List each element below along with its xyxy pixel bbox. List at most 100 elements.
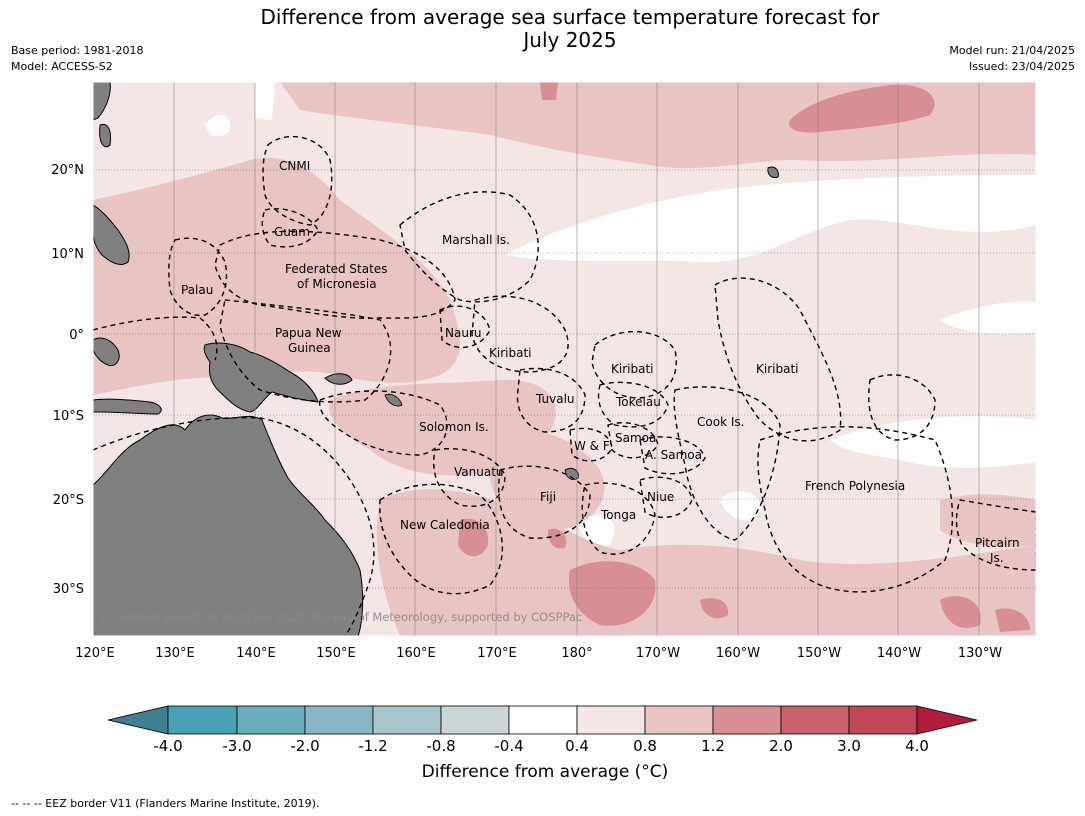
colorbar-ticks: -4.0 -3.0 -2.0 -1.2 -0.8 -0.4 0.4 0.8 1.… [153, 737, 929, 755]
philippines-islands [93, 204, 130, 265]
label-solomon: Solomon Is. [419, 420, 489, 434]
eez-tokelau [597, 381, 669, 428]
label-frpoly: French Polynesia [805, 479, 905, 493]
eez-tuvalu [516, 367, 586, 433]
label-fsm-2: of Micronesia [297, 277, 377, 291]
hawaii-landmass [767, 166, 779, 178]
anomaly-white-south1 [720, 491, 762, 521]
map-gridlines [173, 82, 980, 636]
label-nauru: Nauru [445, 326, 481, 340]
colorbar-bin-04-08 [576, 705, 646, 735]
cb-tick-n04: -0.4 [494, 737, 523, 755]
anomaly-warm-fiji [488, 429, 605, 531]
region-labels: CNMI Guam Palau Federated States of Micr… [181, 159, 1020, 565]
lon-label-120e: 120°E [75, 646, 115, 661]
anomaly-hot-ne2 [540, 82, 558, 100]
eez-borders [93, 135, 1036, 636]
eez-pitcairn [955, 499, 1036, 571]
eez-kiribati-w [471, 295, 569, 373]
anomaly-hot-se2 [995, 608, 1030, 632]
eez-cook [673, 386, 781, 541]
anomaly-warm-south [376, 489, 1036, 636]
anomaly-white-east [940, 301, 1036, 334]
philippines-landmass [93, 82, 111, 121]
cb-tick-04: 0.4 [565, 737, 589, 755]
base-period: Base period: 1981-2018 [11, 44, 144, 57]
eez-frpoly-marq [868, 374, 936, 441]
lon-label-140w: 140°W [877, 646, 921, 661]
australia-landmass [93, 414, 364, 636]
anomaly-warm-west [93, 157, 460, 395]
lat-label-10n: 10°N [51, 247, 84, 262]
title-line2: July 2025 [523, 28, 617, 52]
colorbar-bin-n08-n04 [440, 705, 510, 735]
colorbar [107, 705, 978, 735]
colorbar-bin-n2-n12 [304, 705, 374, 735]
lat-label-20s: 20°S [53, 493, 84, 508]
solomon-islands-landmass [384, 393, 403, 407]
latitude-axis: 20°N 10°N 0° 10°S 20°S 30°S [51, 163, 84, 597]
label-kiribati-c: Kiribati [611, 362, 653, 376]
label-vanuatu: Vanuatu [454, 465, 504, 479]
fiji-landmass [564, 468, 579, 480]
label-tuvalu: Tuvalu [535, 392, 575, 406]
label-pitcairn-2: Is. [990, 551, 1004, 565]
cb-tick-n30: -3.0 [222, 737, 251, 755]
sulawesi-islands [93, 337, 120, 367]
eez-fiji [498, 465, 591, 539]
cb-tick-n12: -1.2 [358, 737, 387, 755]
label-fiji: Fiji [540, 490, 556, 504]
map-area: CNMI Guam Palau Federated States of Micr… [93, 82, 1036, 636]
label-wf: W & F [574, 439, 610, 453]
label-png-2: Guinea [288, 341, 331, 355]
label-guam: Guam [274, 225, 310, 239]
anomaly-hot-se [940, 596, 981, 629]
eez-niue [639, 476, 693, 519]
eez-tonga [581, 482, 656, 555]
colorbar-bin-30-40 [848, 705, 918, 735]
lon-label-140e: 140°E [236, 646, 276, 661]
label-tokelau: Tokelau [615, 395, 661, 409]
taiwan-landmass [99, 123, 111, 148]
colorbar-bin-n04-04 [508, 705, 578, 735]
eez-kiribati-c [591, 331, 677, 399]
anomaly-white-north [505, 175, 1036, 263]
colorbar-extend-high [916, 705, 978, 735]
title-line1: Difference from average sea surface temp… [260, 5, 880, 29]
colorbar-bin-n12-n08 [372, 705, 442, 735]
cb-tick-n20: -2.0 [290, 737, 319, 755]
cb-tick-n08: -0.8 [426, 737, 455, 755]
label-palau: Palau [181, 283, 213, 297]
eez-fsm [214, 230, 456, 319]
issued-date: Issued: 23/04/2025 [968, 60, 1075, 73]
eez-kiribati-e [714, 277, 842, 442]
label-marshall: Marshall Is. [442, 233, 510, 247]
eez-samoa [607, 422, 659, 459]
label-asamoa: A. Samoa [645, 448, 702, 462]
anomaly-white-top [255, 82, 275, 120]
lon-label-130w: 130°W [958, 646, 1002, 661]
colorbar-bin-n4-n3 [167, 705, 238, 735]
cb-tick-08: 0.8 [633, 737, 657, 755]
label-niue: Niue [647, 490, 674, 504]
new-britain-landmass [324, 373, 353, 385]
anomaly-white-south2 [579, 515, 615, 547]
model-name: Model: ACCESS-S2 [11, 60, 113, 73]
eez-legend: -- -- -- EEZ border V11 (Flanders Marine… [11, 797, 320, 810]
meta-left: Base period: 1981-2018 Model: ACCESS-S2 [11, 43, 143, 75]
lon-label-130e: 130°E [155, 646, 195, 661]
chart-title: Difference from average sea surface temp… [170, 6, 970, 52]
indonesia-east-islands [93, 398, 162, 415]
colorbar-label: Difference from average (°C) [421, 762, 669, 782]
cb-tick-40: 4.0 [905, 737, 929, 755]
lon-label-160w: 160°W [716, 646, 760, 661]
lon-label-170w: 170°W [636, 646, 680, 661]
lat-label-10s: 10°S [53, 409, 84, 424]
eez-guam [261, 208, 319, 248]
anomaly-white-top2 [205, 114, 231, 137]
label-pitcairn-1: Pitcairn [975, 536, 1020, 550]
anomaly-warm-se [940, 494, 1036, 547]
eez-australia [93, 416, 375, 636]
anomaly-hot-newcal [458, 518, 489, 557]
